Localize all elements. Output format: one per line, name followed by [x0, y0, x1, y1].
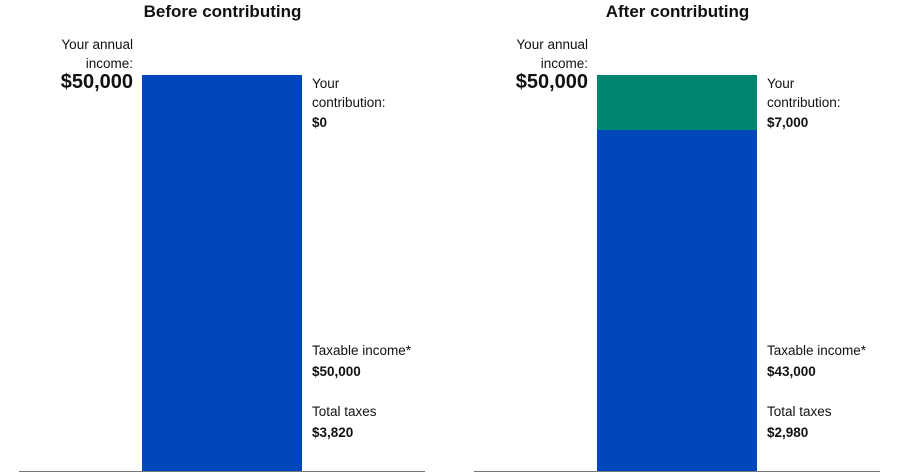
- chart-title: Before contributing: [143, 2, 302, 21]
- contribution-value: $0: [312, 115, 328, 130]
- taxable-value: $43,000: [767, 364, 816, 379]
- bar-segment-taxable-income: [597, 130, 757, 471]
- bar-segment-contribution: [597, 75, 757, 131]
- taxes-value: $3,820: [312, 425, 354, 440]
- contribution-value: $7,000: [767, 115, 809, 130]
- income-value: $50,000: [60, 71, 133, 93]
- taxes-label: Total taxes: [312, 404, 377, 419]
- income-label: Your annual income:: [61, 37, 133, 71]
- income-label: Your annual income:: [516, 37, 588, 71]
- taxes-value: $2,980: [767, 425, 809, 440]
- baseline: [474, 471, 880, 472]
- contribution-label: Your contribution:: [767, 76, 841, 110]
- taxes-label: Total taxes: [767, 404, 832, 419]
- chart-before: Before contributing Your annual income: …: [19, 2, 425, 472]
- bar-segment-taxable-income: [142, 75, 302, 471]
- baseline: [19, 471, 425, 472]
- chart-title: After contributing: [605, 2, 750, 21]
- contribution-label: Your contribution:: [312, 76, 386, 110]
- taxable-value: $50,000: [312, 364, 361, 379]
- income-value: $50,000: [515, 71, 588, 93]
- taxable-label: Taxable income*: [767, 343, 867, 358]
- taxable-label: Taxable income*: [312, 343, 412, 358]
- chart-after: After contributing Your annual income: $…: [455, 0, 900, 476]
